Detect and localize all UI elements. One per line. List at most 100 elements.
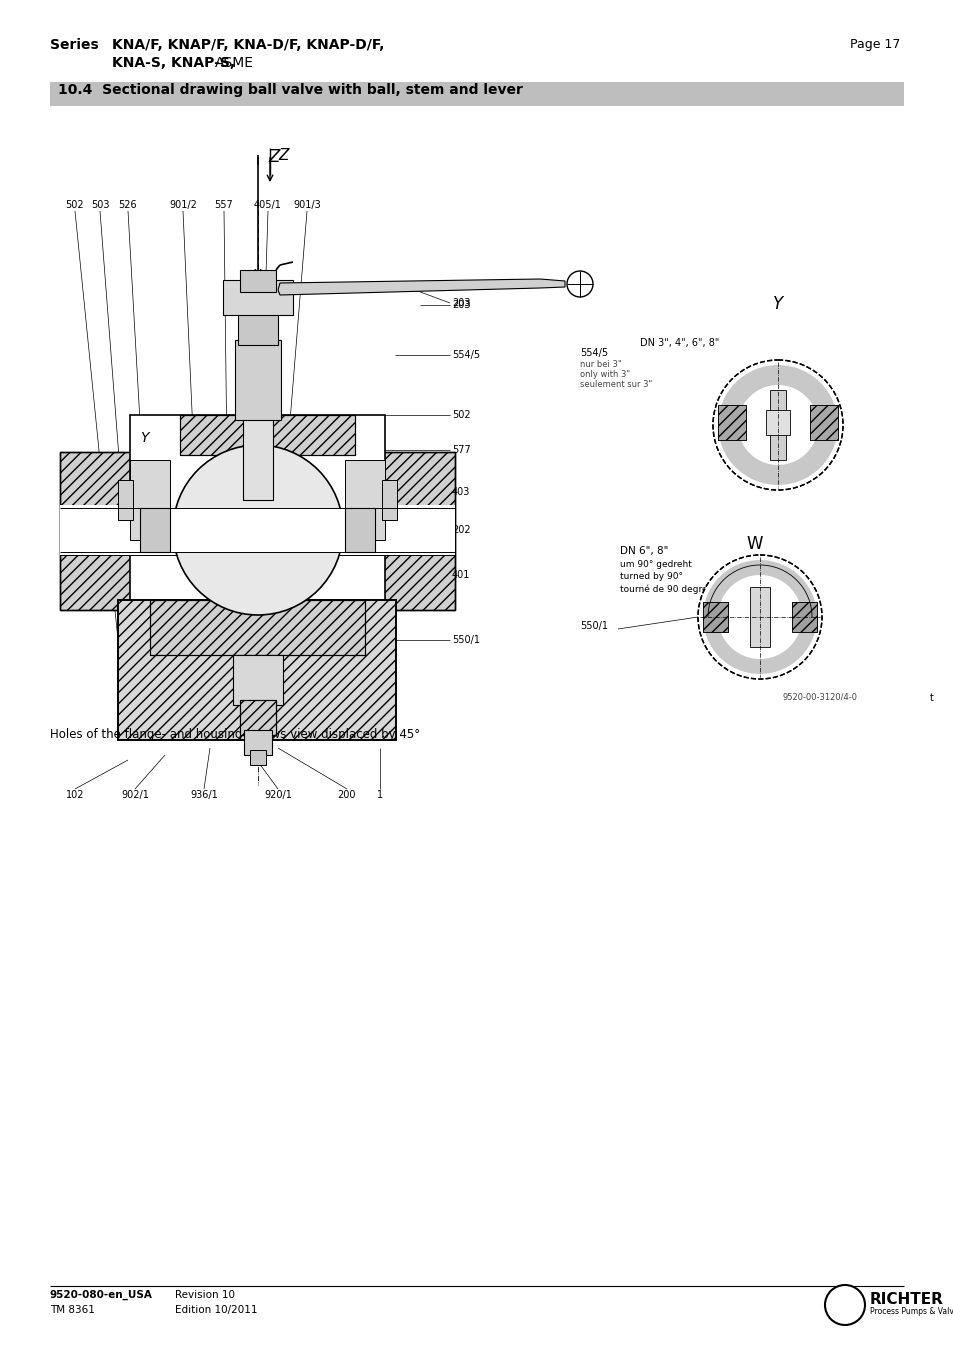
Text: 577: 577 [452,444,470,455]
Text: KNA/F, KNAP/F, KNA-D/F, KNAP-D/F,: KNA/F, KNAP/F, KNA-D/F, KNAP-D/F, [112,38,384,51]
Bar [223,280,293,315]
Circle shape [718,365,837,485]
Text: 200: 200 [337,790,355,800]
Circle shape [718,576,801,659]
Text: 902/1: 902/1 [121,790,149,800]
Text: Y: Y [772,295,782,313]
Bar [375,453,455,611]
Bar [50,82,903,105]
Text: W: W [746,535,762,553]
Bar [765,409,789,435]
Bar [140,508,170,553]
Text: 550/1: 550/1 [579,621,607,631]
Bar [791,603,816,632]
Text: RICHTER: RICHTER [869,1292,943,1306]
Circle shape [702,561,816,674]
Polygon shape [277,280,564,295]
Bar [702,603,727,632]
Text: Revision 10: Revision 10 [174,1290,234,1300]
Circle shape [566,272,593,297]
Text: Process Pumps & Valves: Process Pumps & Valves [869,1308,953,1316]
Bar [791,603,816,632]
Text: 920/1: 920/1 [264,790,292,800]
Bar [130,415,385,605]
Bar [237,309,277,345]
Bar [769,390,785,459]
Text: DN 6", 8": DN 6", 8" [619,546,668,557]
Bar [809,405,837,440]
Text: Z: Z [268,149,279,166]
Text: 526: 526 [118,200,137,209]
Bar [749,586,769,647]
Text: turned by 90°: turned by 90° [619,571,682,581]
Text: seulement sur 3": seulement sur 3" [579,380,652,389]
Text: 10.4  Sectional drawing ball valve with ball, stem and lever: 10.4 Sectional drawing ball valve with b… [58,82,522,97]
Bar [243,415,273,500]
Bar [240,700,275,735]
Text: 550/1: 550/1 [452,635,479,644]
Text: Z: Z [277,149,288,163]
Bar [718,405,745,440]
Bar [60,453,140,611]
Text: 1: 1 [376,790,383,800]
Text: 403: 403 [452,486,470,497]
Text: Page 17: Page 17 [849,38,899,51]
Bar [381,480,396,520]
Text: Edition 10/2011: Edition 10/2011 [174,1305,257,1315]
Bar [150,600,365,655]
Bar [375,453,455,611]
Circle shape [172,444,343,615]
Text: KNA-S, KNAP-S,: KNA-S, KNAP-S, [112,55,234,70]
Bar [118,600,395,740]
Text: t: t [929,693,933,703]
Bar [240,276,275,282]
Circle shape [698,555,821,680]
Bar [150,600,365,655]
Text: um 90° gedreht: um 90° gedreht [619,561,691,569]
Text: 203: 203 [452,299,470,308]
Text: 554/5: 554/5 [579,349,607,358]
Bar [718,405,745,440]
Bar [345,459,385,540]
Bar [233,655,283,705]
Bar [130,459,170,540]
Bar [345,508,375,553]
Bar [168,508,348,553]
Bar [240,700,275,735]
Text: 401: 401 [452,570,470,580]
Bar [809,405,837,440]
Text: 557: 557 [214,200,233,209]
Text: Y: Y [140,431,149,444]
Text: 502: 502 [452,409,470,420]
Text: 554/5: 554/5 [452,350,479,359]
Text: 203: 203 [452,300,470,309]
Text: 9520-080-en_USA: 9520-080-en_USA [50,1290,152,1300]
Text: W: W [266,570,278,584]
Bar [60,453,140,611]
Text: 102: 102 [66,790,84,800]
Text: 202: 202 [452,526,470,535]
Text: 502: 502 [66,200,84,209]
Text: TM 8361: TM 8361 [50,1305,94,1315]
Bar [180,415,355,455]
Bar [250,750,266,765]
Text: 503: 503 [91,200,110,209]
Bar [180,415,355,455]
Text: Holes of the flange- and housing screws view displaced by 45°: Holes of the flange- and housing screws … [50,728,419,740]
Bar [240,270,275,292]
Bar [234,340,281,420]
Bar [60,505,455,555]
Bar [702,603,727,632]
Text: ASME: ASME [214,55,253,70]
Text: only with 3": only with 3" [579,370,630,380]
Circle shape [824,1285,864,1325]
Text: Series: Series [50,38,99,51]
Text: 9520-00-3120/4-0: 9520-00-3120/4-0 [782,692,857,701]
Text: nur bei 3": nur bei 3" [579,359,621,369]
Text: tourné de 90 degre's: tourné de 90 degre's [619,584,714,593]
Text: DN 3", 4", 6", 8": DN 3", 4", 6", 8" [639,338,719,349]
Text: 405/1: 405/1 [253,200,282,209]
Circle shape [738,385,817,465]
Bar [118,480,132,520]
Bar [118,600,395,740]
